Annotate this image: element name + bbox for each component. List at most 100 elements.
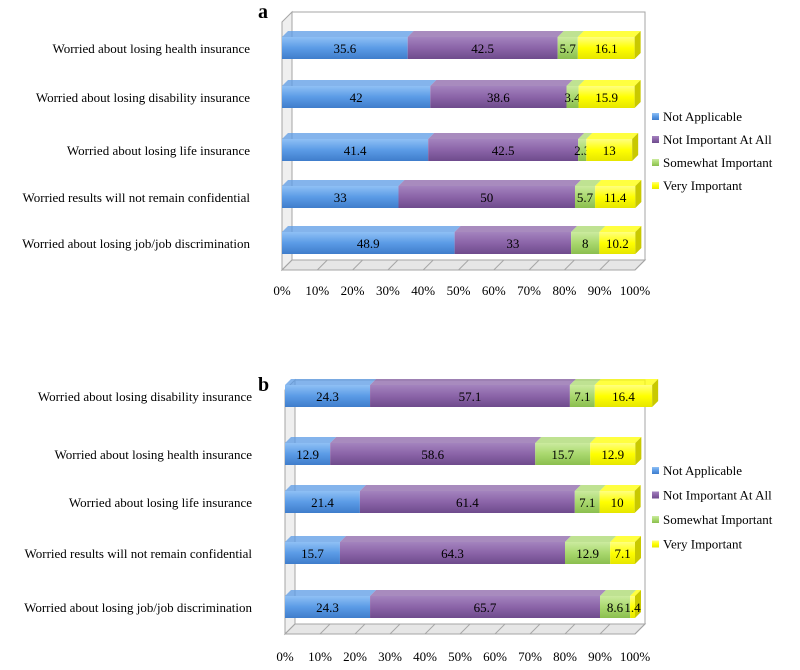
data-label: 16.1 — [595, 41, 618, 56]
x-gridline — [284, 623, 296, 635]
data-label: 11.4 — [604, 190, 627, 205]
data-label: 42.5 — [492, 143, 515, 158]
data-label: 3.4 — [564, 90, 581, 105]
legend-label: Very Important — [663, 178, 742, 193]
bar-front-face — [594, 385, 653, 407]
bar-segment — [571, 226, 606, 254]
legend-label: Somewhat Important — [663, 155, 773, 170]
bar-top-face — [594, 379, 659, 385]
data-label: 33 — [506, 236, 519, 251]
data-label: 1.4 — [624, 600, 641, 615]
data-label: 5.7 — [577, 190, 594, 205]
bar-top-face — [454, 226, 578, 232]
legend-swatch — [652, 467, 659, 474]
x-gridline — [352, 259, 363, 271]
bar-segment — [566, 80, 585, 108]
category-label: Worried about losing life insurance — [67, 143, 250, 158]
data-label: 13 — [603, 143, 616, 158]
data-label: 61.4 — [456, 495, 479, 510]
x-tick-label: 60% — [482, 283, 506, 298]
data-label: 8.6 — [607, 600, 624, 615]
bar-front-face — [282, 232, 455, 254]
bar-top-face — [428, 133, 585, 139]
data-label: 42.5 — [471, 41, 494, 56]
data-label: 15.9 — [595, 90, 618, 105]
data-label: 38.6 — [487, 90, 510, 105]
category-label: Worried results will not remain confiden… — [23, 190, 251, 205]
x-tick-label: 70% — [517, 283, 541, 298]
bar-top-face — [430, 80, 573, 86]
bar-front-face — [282, 86, 431, 108]
bar-segment — [535, 437, 597, 465]
legend-label: Very Important — [663, 537, 742, 552]
bar-top-face — [282, 133, 435, 139]
data-label: 64.3 — [441, 546, 464, 561]
bar-segment — [574, 180, 602, 208]
x-gridline — [599, 259, 611, 271]
bar-front-face — [600, 596, 631, 618]
x-tick-label: 70% — [518, 649, 542, 664]
bar-segment — [594, 379, 659, 407]
bar-top-face — [590, 437, 642, 443]
x-gridline — [319, 623, 331, 635]
bar-segment — [599, 226, 642, 254]
bar-front-face — [590, 443, 636, 465]
bar-front-face — [595, 186, 636, 208]
x-gridline — [316, 259, 328, 271]
bar-end-face — [632, 133, 639, 161]
bar-segment — [577, 31, 641, 59]
bar-front-face — [282, 37, 408, 59]
bar-top-face — [565, 536, 617, 542]
bar-top-face — [285, 536, 346, 542]
chart-panel-b: 0% 10% 20% 30% 40% 50% 60% 70% 80% 90% 100% b Worrie… — [24, 374, 773, 664]
bar-top-face — [599, 485, 641, 491]
bar-front-face — [599, 232, 636, 254]
x-tick-label: 20% — [341, 283, 365, 298]
data-label: 58.6 — [421, 447, 444, 462]
x-tick-label: 30% — [378, 649, 402, 664]
bar-front-face — [285, 596, 371, 618]
legend-label: Somewhat Important — [663, 512, 773, 527]
bar-segment — [282, 31, 414, 59]
x-tick-label: 80% — [553, 649, 577, 664]
data-label: 8 — [582, 236, 589, 251]
legend-swatch — [652, 182, 659, 189]
category-label: Worried about losing job/job discriminat… — [22, 236, 250, 251]
data-label: 7.1 — [614, 546, 630, 561]
x-gridline — [422, 259, 434, 271]
bar-front-face — [574, 491, 600, 513]
bar-front-face — [577, 37, 635, 59]
bar-top-face — [574, 485, 606, 491]
x-tick-label: 10% — [308, 649, 332, 664]
x-gridline — [458, 259, 469, 271]
bar-top-face — [282, 226, 461, 232]
bar-top-face — [566, 80, 585, 86]
bar-top-face — [599, 226, 642, 232]
x-gridline — [494, 623, 506, 635]
legend-label: Not Applicable — [663, 463, 742, 478]
x-tick-label: 60% — [483, 649, 507, 664]
bar-front-face — [599, 491, 635, 513]
bar-front-face — [610, 542, 635, 564]
x-tick-label: 30% — [376, 283, 400, 298]
x-tick-label: 40% — [413, 649, 437, 664]
bar-segment — [586, 133, 639, 161]
x-gridline — [493, 259, 505, 271]
bar-top-face — [600, 590, 637, 596]
data-label: 50 — [480, 190, 493, 205]
data-label: 24.3 — [316, 600, 339, 615]
x-tick-label: 40% — [411, 283, 435, 298]
bar-end-face — [635, 437, 642, 465]
legend-swatch — [652, 136, 659, 143]
data-label: 41.4 — [344, 143, 367, 158]
bar-front-face — [359, 491, 575, 513]
bar-end-face — [635, 226, 642, 254]
data-label: 15.7 — [551, 447, 574, 462]
data-label: 21.4 — [311, 495, 334, 510]
data-label: 16.4 — [612, 389, 635, 404]
bar-segment — [428, 133, 585, 161]
x-gridline — [528, 259, 540, 271]
bar-front-face — [535, 443, 591, 465]
